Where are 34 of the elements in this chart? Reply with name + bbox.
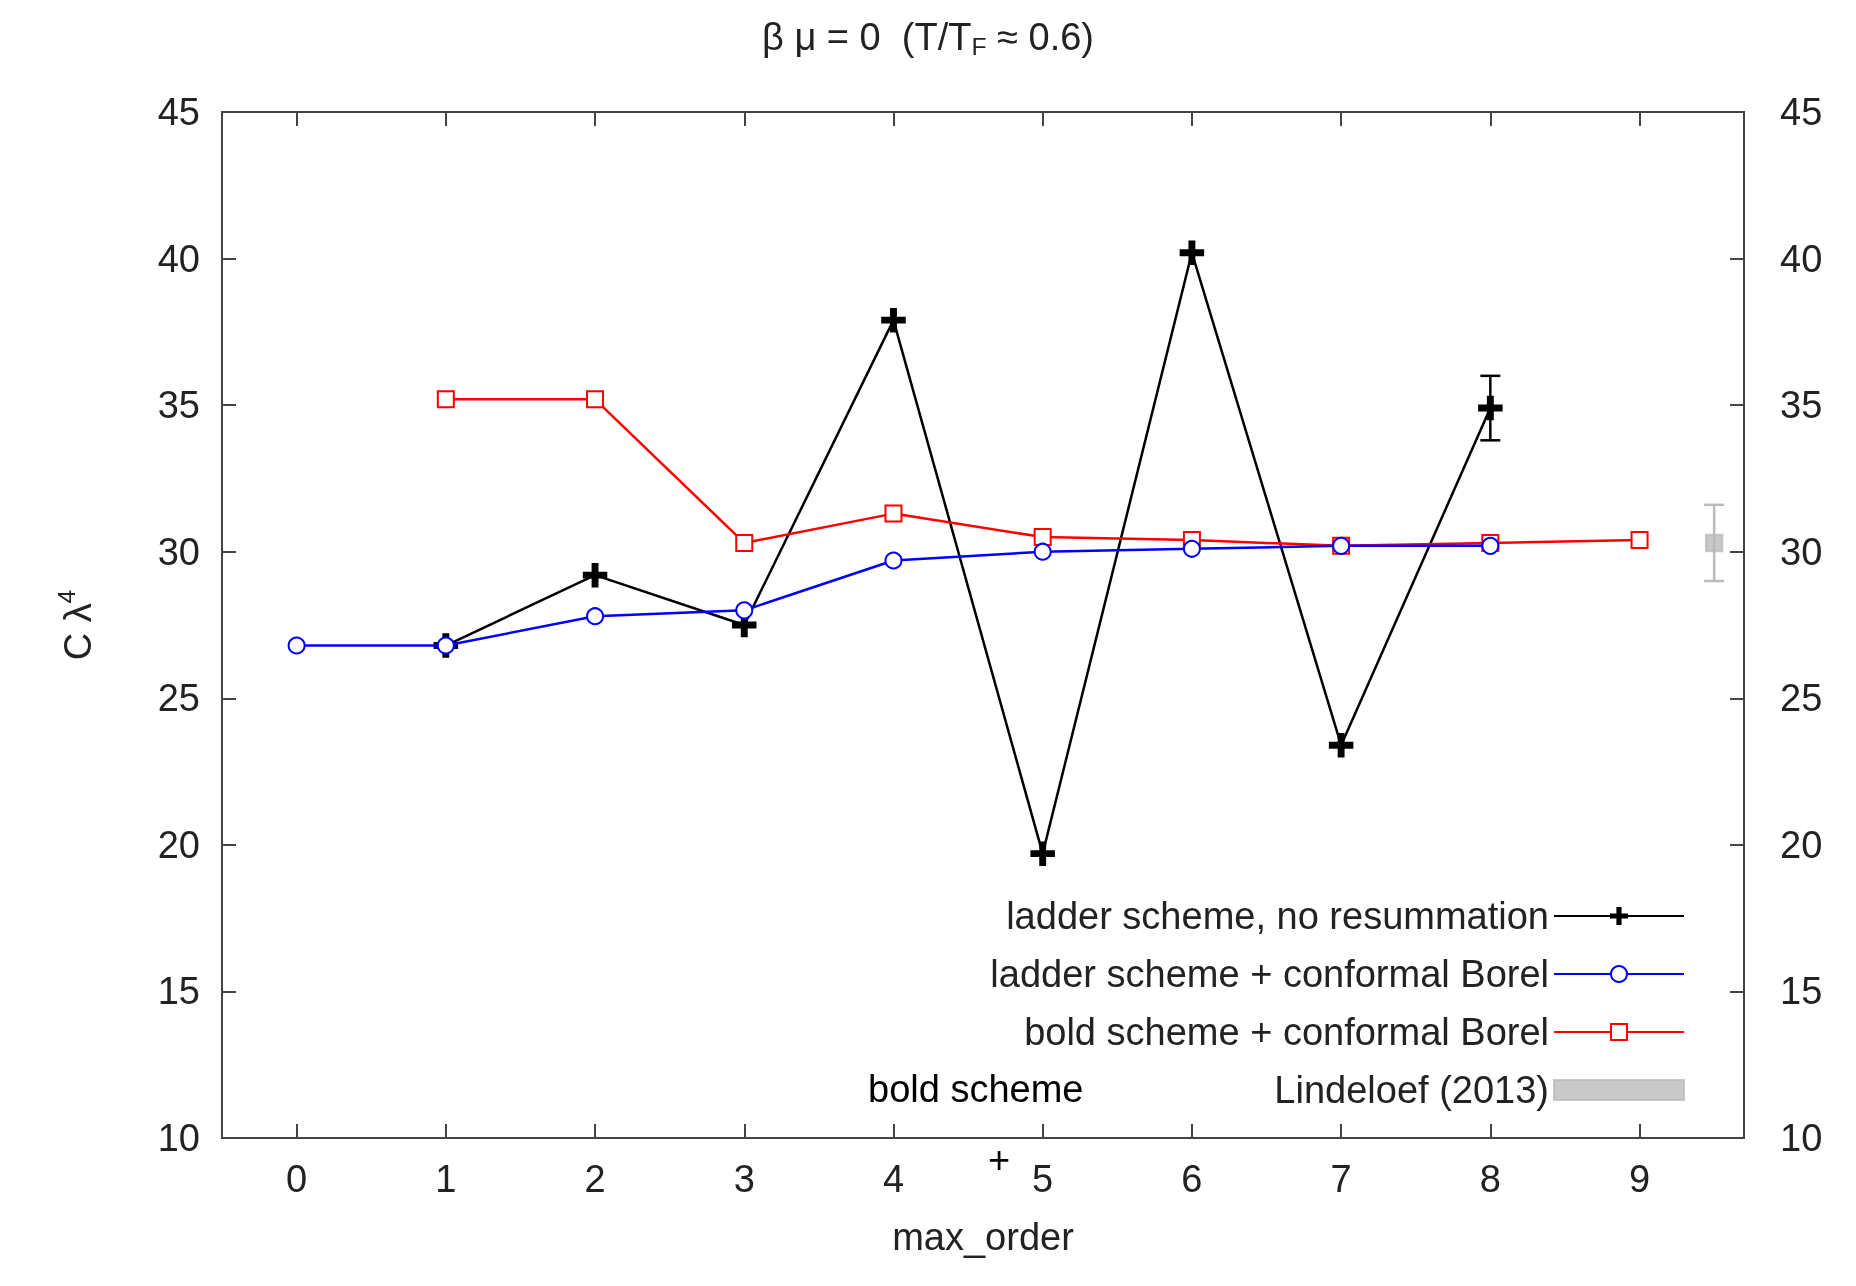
y2-tick-label: 35 bbox=[1780, 384, 1823, 427]
x-tick-label: 6 bbox=[1181, 1158, 1203, 1200]
x-tick-label: 8 bbox=[1479, 1158, 1501, 1200]
x-axis-title: max_order bbox=[892, 1216, 1075, 1258]
legend-label: ladder scheme + conformal Borel bbox=[990, 953, 1549, 995]
x-tick-label: 0 bbox=[286, 1158, 308, 1200]
y-tick-label: 40 bbox=[157, 237, 200, 280]
y-tick-label: 15 bbox=[157, 970, 200, 1013]
text: + bbox=[988, 1139, 1011, 1181]
y2-tick-label: 45 bbox=[1780, 91, 1823, 133]
annotation: bold scheme bbox=[868, 1068, 1084, 1110]
y2-tick-label: 10 bbox=[1780, 1117, 1823, 1159]
y2-tick-label: 15 bbox=[1780, 970, 1823, 1013]
x-tick-label: 7 bbox=[1330, 1158, 1352, 1200]
x-tick-label: 1 bbox=[435, 1158, 457, 1200]
y-tick-label: 30 bbox=[157, 530, 200, 573]
y-tick-label: 10 bbox=[157, 1117, 200, 1159]
y-tick-label: 35 bbox=[157, 384, 200, 427]
y2-tick-label: 20 bbox=[1780, 823, 1823, 866]
y2-tick-label: 25 bbox=[1780, 677, 1823, 720]
x-tick-label: 3 bbox=[733, 1158, 755, 1200]
legend-label: Lindeloef (2013) bbox=[1274, 1069, 1549, 1111]
legend-label: bold scheme + conformal Borel bbox=[1024, 1011, 1549, 1053]
y2-tick-label: 30 bbox=[1780, 530, 1823, 573]
legend-label: ladder scheme, no resummation bbox=[1006, 895, 1549, 937]
x-tick-label: 5 bbox=[1032, 1158, 1054, 1200]
y-tick-label: 45 bbox=[157, 91, 200, 133]
x-tick-label: 9 bbox=[1628, 1158, 1651, 1200]
x-tick-label: 2 bbox=[584, 1158, 606, 1200]
x-tick-label: 4 bbox=[882, 1158, 905, 1200]
y-tick-label: 20 bbox=[157, 823, 200, 866]
y-tick-label: 25 bbox=[157, 677, 200, 720]
y-axis-title: C λ4 bbox=[53, 589, 100, 661]
y2-tick-label: 40 bbox=[1780, 237, 1823, 280]
